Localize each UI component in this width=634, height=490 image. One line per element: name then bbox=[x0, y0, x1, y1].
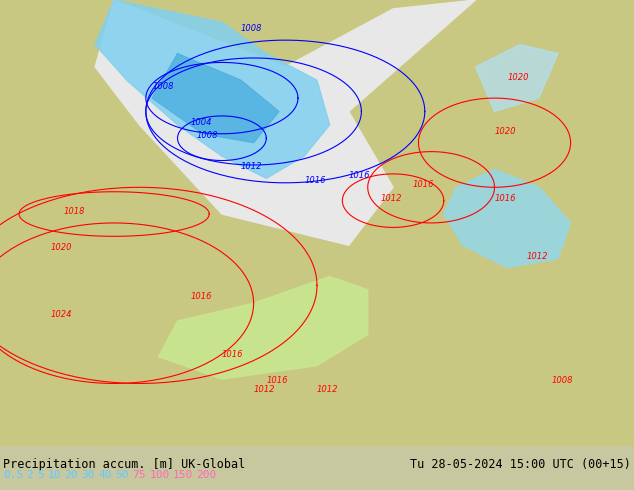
Polygon shape bbox=[95, 0, 330, 178]
Text: 1018: 1018 bbox=[63, 207, 85, 216]
Text: 1012: 1012 bbox=[380, 194, 402, 203]
Text: 75: 75 bbox=[133, 470, 146, 480]
Text: 1008: 1008 bbox=[197, 131, 218, 140]
Text: 1020: 1020 bbox=[507, 74, 529, 82]
Text: 1016: 1016 bbox=[304, 176, 326, 185]
Text: 1016: 1016 bbox=[412, 180, 434, 189]
Text: Precipitation accum. [m] UK-Global: Precipitation accum. [m] UK-Global bbox=[3, 458, 245, 471]
Polygon shape bbox=[476, 45, 558, 112]
Text: 1016: 1016 bbox=[222, 350, 243, 359]
Text: 1008: 1008 bbox=[152, 82, 174, 91]
Text: 150: 150 bbox=[173, 470, 193, 480]
Text: 2: 2 bbox=[27, 470, 33, 480]
Text: 1024: 1024 bbox=[51, 310, 72, 318]
Text: 1016: 1016 bbox=[190, 292, 212, 301]
Text: 1016: 1016 bbox=[266, 376, 288, 386]
Text: 30: 30 bbox=[82, 470, 95, 480]
Text: 50: 50 bbox=[115, 470, 129, 480]
Text: 200: 200 bbox=[197, 470, 217, 480]
Text: 1008: 1008 bbox=[241, 24, 262, 33]
Text: 1016: 1016 bbox=[349, 172, 370, 180]
Text: 10: 10 bbox=[48, 470, 61, 480]
Text: 20: 20 bbox=[65, 470, 78, 480]
Text: 1020: 1020 bbox=[51, 243, 72, 252]
Polygon shape bbox=[444, 170, 571, 268]
Text: 1020: 1020 bbox=[495, 127, 516, 136]
Text: 1016: 1016 bbox=[495, 194, 516, 203]
Text: 1012: 1012 bbox=[254, 386, 275, 394]
Polygon shape bbox=[158, 276, 368, 379]
Text: 100: 100 bbox=[150, 470, 170, 480]
Polygon shape bbox=[95, 0, 476, 245]
Text: 1004: 1004 bbox=[190, 118, 212, 127]
Text: Tu 28-05-2024 15:00 UTC (00+15): Tu 28-05-2024 15:00 UTC (00+15) bbox=[410, 458, 631, 471]
Polygon shape bbox=[152, 53, 279, 143]
Text: 1012: 1012 bbox=[317, 386, 339, 394]
Text: 1012: 1012 bbox=[241, 163, 262, 172]
Text: 1012: 1012 bbox=[526, 252, 548, 261]
Text: 40: 40 bbox=[98, 470, 112, 480]
Text: 1008: 1008 bbox=[552, 376, 573, 386]
Text: 0.5: 0.5 bbox=[3, 470, 23, 480]
Text: 5: 5 bbox=[37, 470, 44, 480]
